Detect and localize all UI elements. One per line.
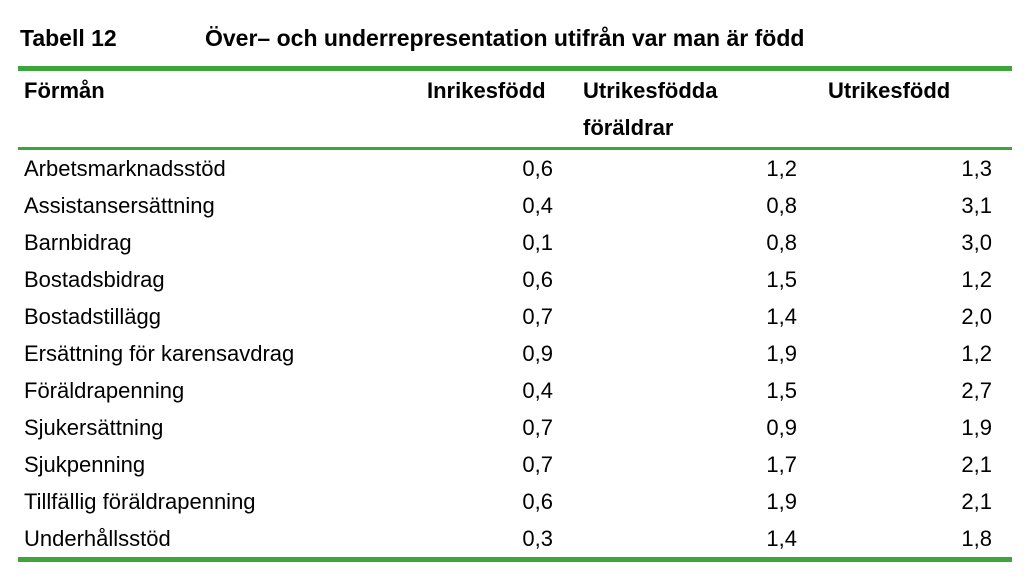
inrikesfodd-value-cell: 0,6 <box>522 489 553 514</box>
table-body: Arbetsmarknadsstöd 0,6 1,2 1,3 Assistans… <box>18 149 1012 560</box>
utrikesfodda-foraldrar-value-cell: 0,8 <box>766 230 797 255</box>
benefit-name-cell: Bostadstillägg <box>24 304 161 329</box>
utrikesfodd-value-cell: 2,1 <box>961 489 992 514</box>
table-row: Assistansersättning 0,4 0,8 3,1 <box>18 187 1012 224</box>
inrikesfodd-value-cell: 0,6 <box>522 156 553 181</box>
utrikesfodda-foraldrar-value-cell: 0,8 <box>766 193 797 218</box>
column-header-utrikesfodda-foraldrar: Utrikesfödda föräldrar <box>583 78 718 140</box>
utrikesfodda-foraldrar-value-cell: 1,9 <box>766 489 797 514</box>
benefit-name-cell: Sjukpenning <box>24 452 146 477</box>
utrikesfodd-value-cell: 3,1 <box>961 193 992 218</box>
utrikesfodda-foraldrar-value-cell: 1,4 <box>766 526 797 551</box>
header-row: Förmån Inrikesfödd Utrikesfödda föräldra… <box>18 69 1012 149</box>
table-row: Föräldrapenning 0,4 1,5 2,7 <box>18 372 1012 409</box>
utrikesfodda-foraldrar-value-cell: 0,9 <box>766 415 797 440</box>
utrikesfodd-value-cell: 1,8 <box>961 526 992 551</box>
table-row: Arbetsmarknadsstöd 0,6 1,2 1,3 <box>18 149 1012 188</box>
table-title: Över– och underrepresentation utifrån va… <box>205 25 805 51</box>
inrikesfodd-value-cell: 0,7 <box>522 452 553 477</box>
column-header-inrikesfodd: Inrikesfödd <box>427 78 546 103</box>
utrikesfodd-value-cell: 2,0 <box>961 304 992 329</box>
representation-table: Förmån Inrikesfödd Utrikesfödda föräldra… <box>18 66 1012 562</box>
inrikesfodd-value-cell: 0,3 <box>522 526 553 551</box>
utrikesfodda-foraldrar-value-cell: 1,5 <box>766 378 797 403</box>
table-row: Sjukpenning 0,7 1,7 2,1 <box>18 446 1012 483</box>
column-header-utrikesfodd: Utrikesfödd <box>828 78 951 103</box>
utrikesfodda-foraldrar-value-cell: 1,2 <box>766 156 797 181</box>
table-row: Tillfällig föräldrapenning 0,6 1,9 2,1 <box>18 483 1012 520</box>
table-label: Tabell 12 <box>20 25 117 51</box>
inrikesfodd-value-cell: 0,4 <box>522 378 553 403</box>
inrikesfodd-value-cell: 0,7 <box>522 304 553 329</box>
benefit-name-cell: Barnbidrag <box>24 230 132 255</box>
utrikesfodda-foraldrar-value-cell: 1,5 <box>766 267 797 292</box>
table-row: Ersättning för karensavdrag 0,9 1,9 1,2 <box>18 335 1012 372</box>
utrikesfodd-value-cell: 1,9 <box>961 415 992 440</box>
table-row: Barnbidrag 0,1 0,8 3,0 <box>18 224 1012 261</box>
utrikesfodd-value-cell: 2,1 <box>961 452 992 477</box>
inrikesfodd-value-cell: 0,9 <box>522 341 553 366</box>
table-row: Bostadsbidrag 0,6 1,5 1,2 <box>18 261 1012 298</box>
table-row: Bostadstillägg 0,7 1,4 2,0 <box>18 298 1012 335</box>
benefit-name-cell: Sjukersättning <box>24 415 164 440</box>
inrikesfodd-value-cell: 0,1 <box>522 230 553 255</box>
utrikesfodd-value-cell: 1,2 <box>961 267 992 292</box>
utrikesfodd-value-cell: 2,7 <box>961 378 992 403</box>
table-row: Underhållsstöd 0,3 1,4 1,8 <box>18 520 1012 560</box>
table-row: Sjukersättning 0,7 0,9 1,9 <box>18 409 1012 446</box>
utrikesfodd-value-cell: 1,3 <box>961 156 992 181</box>
inrikesfodd-value-cell: 0,4 <box>522 193 553 218</box>
benefit-name-cell: Ersättning för karensavdrag <box>24 341 295 366</box>
utrikesfodda-foraldrar-value-cell: 1,7 <box>766 452 797 477</box>
benefit-name-cell: Tillfällig föräldrapenning <box>24 489 256 514</box>
inrikesfodd-value-cell: 0,7 <box>522 415 553 440</box>
benefit-name-cell: Föräldrapenning <box>24 378 185 403</box>
benefit-name-cell: Underhållsstöd <box>24 526 171 551</box>
column-header-formaner: Förmån <box>24 78 105 103</box>
table-caption: Tabell 12 Över– och underrepresentation … <box>20 25 1024 51</box>
utrikesfodda-foraldrar-value-cell: 1,9 <box>766 341 797 366</box>
inrikesfodd-value-cell: 0,6 <box>522 267 553 292</box>
document-page: Tabell 12 Över– och underrepresentation … <box>18 25 1024 562</box>
benefit-name-cell: Assistansersättning <box>24 193 215 218</box>
table-header: Förmån Inrikesfödd Utrikesfödda föräldra… <box>18 69 1012 149</box>
utrikesfodda-foraldrar-value-cell: 1,4 <box>766 304 797 329</box>
utrikesfodd-value-cell: 3,0 <box>961 230 992 255</box>
benefit-name-cell: Bostadsbidrag <box>24 267 165 292</box>
utrikesfodd-value-cell: 1,2 <box>961 341 992 366</box>
benefit-name-cell: Arbetsmarknadsstöd <box>24 156 226 181</box>
